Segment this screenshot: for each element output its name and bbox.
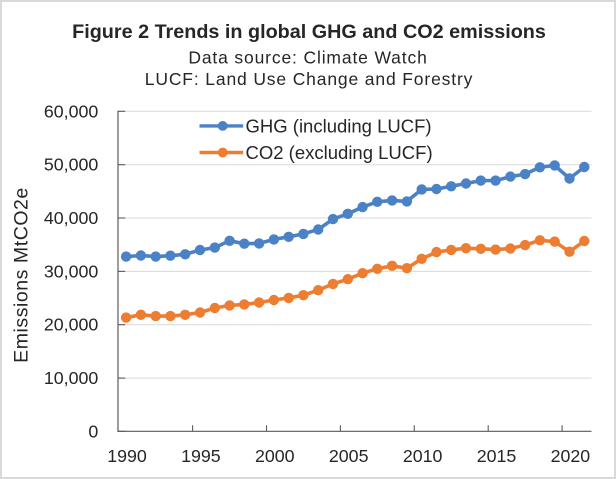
svg-text:30,000: 30,000: [44, 261, 98, 281]
svg-text:CO2 (excluding LUCF): CO2 (excluding LUCF): [246, 142, 433, 163]
svg-text:LUCF: Land Use Change and Fore: LUCF: Land Use Change and Forestry: [145, 69, 474, 89]
svg-text:2020: 2020: [551, 446, 591, 466]
svg-text:20,000: 20,000: [44, 315, 98, 335]
svg-text:Emissions MtCO2e: Emissions MtCO2e: [11, 187, 33, 363]
svg-text:40,000: 40,000: [44, 208, 98, 228]
svg-text:2000: 2000: [255, 446, 295, 466]
svg-text:1990: 1990: [107, 446, 147, 466]
svg-text:Figure 2 Trends in global GHG: Figure 2 Trends in global GHG and CO2 em…: [72, 21, 546, 43]
svg-text:60,000: 60,000: [44, 101, 98, 121]
svg-text:0: 0: [88, 421, 98, 441]
svg-text:2015: 2015: [477, 446, 517, 466]
svg-text:GHG (including LUCF): GHG (including LUCF): [246, 115, 432, 136]
svg-text:1995: 1995: [181, 446, 221, 466]
svg-text:50,000: 50,000: [44, 155, 98, 175]
svg-text:10,000: 10,000: [44, 368, 98, 388]
svg-text:Data source: Climate Watch: Data source: Climate Watch: [188, 48, 427, 68]
svg-text:2005: 2005: [329, 446, 369, 466]
svg-text:2010: 2010: [403, 446, 443, 466]
